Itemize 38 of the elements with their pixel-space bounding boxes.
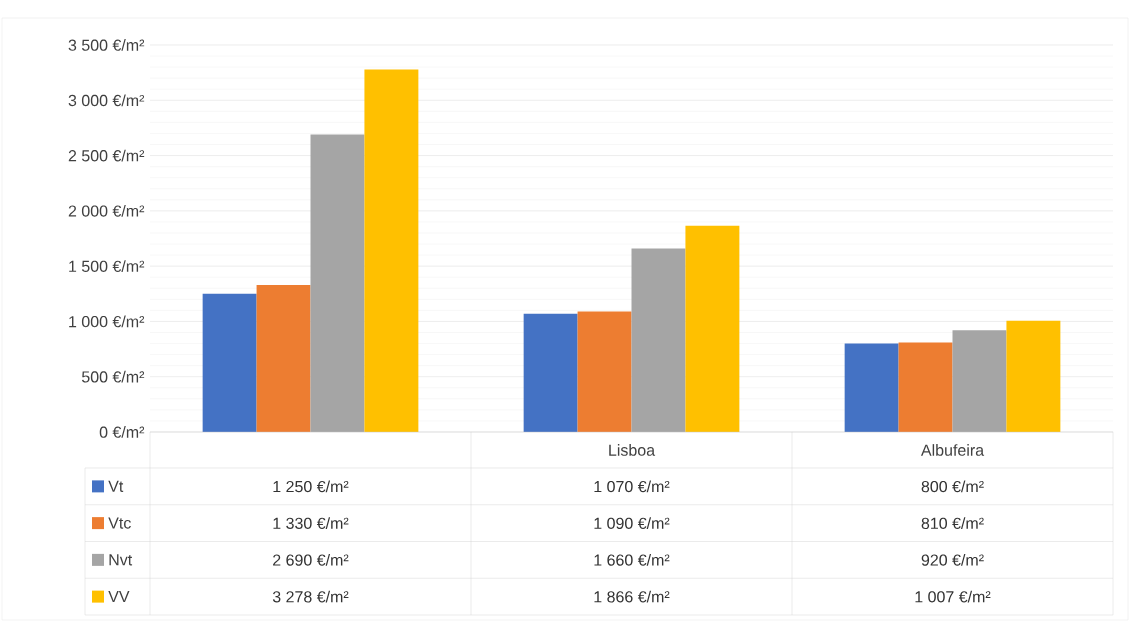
bar <box>364 69 419 432</box>
bar <box>685 225 740 432</box>
data-label: 920 €/m² <box>921 554 984 566</box>
bar <box>577 311 632 432</box>
bar <box>898 342 953 432</box>
legend-label: Nvt <box>109 554 133 566</box>
bar <box>202 293 257 432</box>
legend-label: Vt <box>108 480 124 492</box>
bar <box>310 134 365 432</box>
bar <box>952 330 1007 432</box>
data-label: 1 660 €/m² <box>594 554 670 566</box>
y-tick-label: 0 €/m² <box>99 426 145 438</box>
bar <box>631 248 686 432</box>
y-tick-label: 1 500 €/m² <box>69 260 145 273</box>
x-tick-label: Lisboa <box>609 444 656 456</box>
data-label: 810 €/m² <box>921 517 984 529</box>
data-label: 1 007 €/m² <box>915 590 991 603</box>
legend-label: Vtc <box>108 517 131 529</box>
bar <box>256 284 311 432</box>
data-label: 1 070 €/m² <box>594 480 670 493</box>
y-tick-label: 3 000 €/m² <box>68 94 145 107</box>
bar <box>1006 320 1061 432</box>
data-label: 3 278 €/m² <box>272 590 349 603</box>
y-tick-label: 500 €/m² <box>81 370 145 383</box>
bar <box>844 343 899 432</box>
data-label: 1 250 €/m² <box>273 480 349 493</box>
data-label: 1 866 €/m² <box>594 590 670 603</box>
x-tick-label: Albufeira <box>920 444 985 456</box>
y-tick-label: 3 500 €/m² <box>68 39 145 51</box>
y-tick-label: 2 500 €/m² <box>68 149 145 162</box>
y-tick-label: 1 000 €/m² <box>69 315 145 328</box>
data-label: 800 €/m² <box>921 480 984 493</box>
bar <box>523 313 578 432</box>
data-label: 1 090 €/m² <box>594 517 670 529</box>
y-tick-label: 2 000 €/m² <box>68 204 145 217</box>
data-label: 1 330 €/m² <box>273 517 349 529</box>
data-label: 2 690 €/m² <box>273 554 349 566</box>
legend-label: VV <box>108 591 130 603</box>
